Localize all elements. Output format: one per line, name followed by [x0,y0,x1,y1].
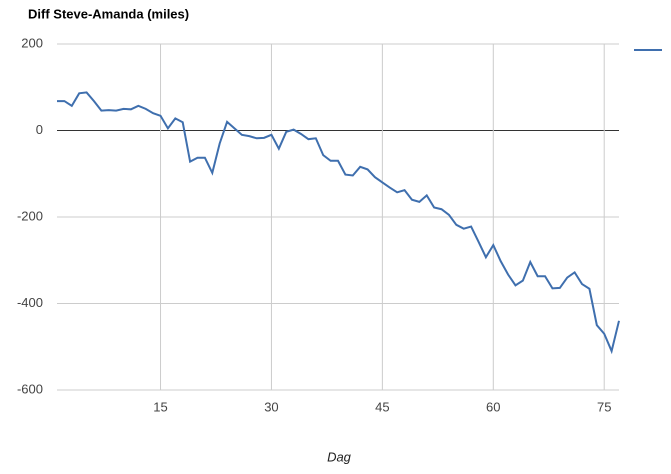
x-tick-label: 15 [153,399,167,414]
chart-title: Diff Steve-Amanda (miles) [28,6,189,21]
x-tick-label: 75 [597,399,611,414]
y-tick-label: -200 [17,208,43,223]
y-tick-label: 200 [21,35,43,50]
x-axis-label: Dag [327,449,352,464]
x-tick-label: 45 [375,399,389,414]
data-line [57,91,620,355]
y-tick-label: -400 [17,295,43,310]
x-tick-label: 60 [486,399,500,414]
y-tick-label: -600 [17,381,43,396]
x-tick-label: 30 [264,399,278,414]
y-tick-label: 0 [36,122,43,137]
